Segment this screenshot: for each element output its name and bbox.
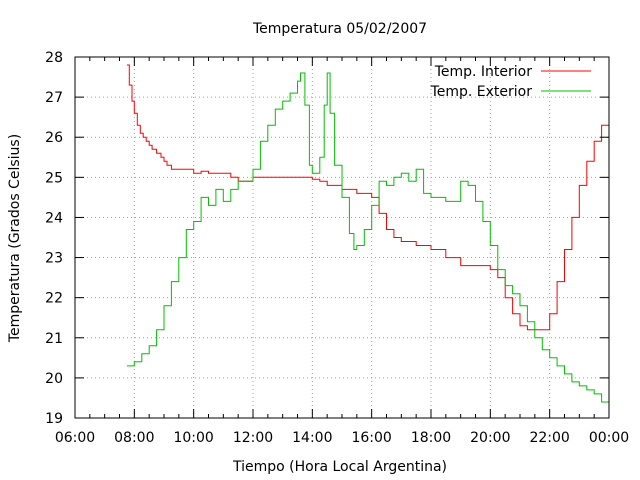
x-tick-label: 18:00: [411, 430, 451, 446]
x-tick-label: 06:00: [55, 430, 95, 446]
plot-frame: [74, 56, 610, 419]
y-tick-label: 25: [45, 170, 63, 186]
x-tick-label: 20:00: [470, 430, 510, 446]
x-tick-label: 08:00: [114, 430, 154, 446]
y-tick-label: 27: [45, 90, 63, 106]
y-axis-label: Temperatura (Grados Celsius): [7, 134, 23, 343]
x-tick-label: 00:00: [589, 430, 629, 446]
series-line-temp-exterior: [126, 72, 610, 406]
y-tick-label: 24: [45, 210, 63, 226]
x-tick-label: 14:00: [292, 430, 332, 446]
x-axis-label: Tiempo (Hora Local Argentina): [232, 459, 447, 475]
legend-label-temp-exterior: Temp. Exterior: [430, 84, 533, 100]
x-tick-label: 16:00: [351, 430, 391, 446]
grid-lines: [75, 57, 609, 418]
y-tick-label: 19: [45, 411, 63, 427]
legend: Temp. Interior Temp. Exterior: [430, 64, 591, 100]
legend-label-temp-interior: Temp. Interior: [434, 64, 533, 80]
x-tick-label: 10:00: [173, 430, 213, 446]
y-tick-label: 23: [45, 251, 63, 267]
axis-ticks: 19 20 21 22 23 24 25 26 27 28 06:00 08:00 10:00 12:00…: [45, 50, 629, 446]
series-line-temp-interior: [126, 64, 610, 331]
x-tick-label: 12:00: [233, 430, 273, 446]
y-tick-label: 20: [45, 371, 63, 387]
plot-series: [126, 64, 610, 406]
y-tick-label: 21: [45, 331, 63, 347]
y-tick-label: 22: [45, 291, 63, 307]
x-tick-label: 22:00: [529, 430, 569, 446]
y-tick-label: 28: [45, 50, 63, 66]
y-tick-label: 26: [45, 130, 63, 146]
chart-title: Temperatura 05/02/2007: [252, 21, 427, 37]
